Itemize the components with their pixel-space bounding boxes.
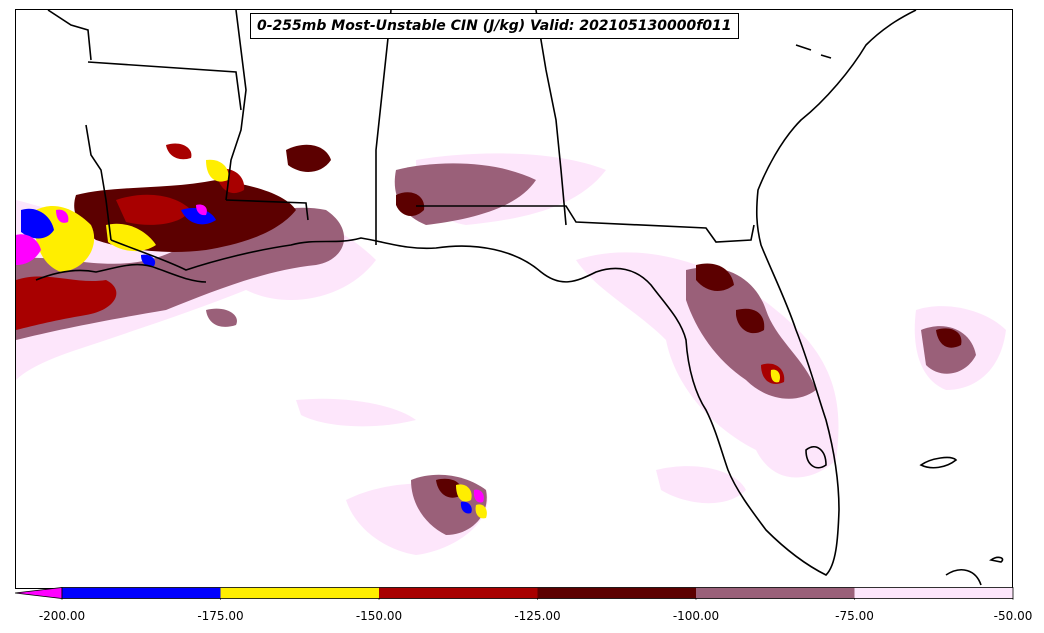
colorbar-segment	[854, 587, 1013, 599]
colorbar-tick-label: -200.00	[38, 609, 86, 623]
colorbar-segment	[537, 587, 696, 599]
colorbar	[15, 587, 1014, 600]
colorbar-extend-min	[15, 587, 63, 599]
colorbar-segment	[62, 587, 221, 599]
colorbar-segment	[220, 587, 379, 599]
map-panel	[15, 9, 1013, 589]
colorbar-tick-label: -50.00	[993, 609, 1033, 623]
cin-map	[16, 10, 1006, 586]
colorbar-segment	[379, 587, 538, 599]
map-title: 0-255mb Most-Unstable CIN (J/kg) Valid: …	[250, 13, 739, 39]
cin-field-blue	[21, 208, 472, 514]
cin-field-red	[16, 143, 785, 385]
colorbar-segment	[696, 587, 855, 599]
colorbar-tick-label: -125.00	[514, 609, 561, 623]
colorbar-tick-label: -100.00	[672, 609, 720, 623]
colorbar-tick-label: -150.00	[355, 609, 403, 623]
colorbar-tick-label: -175.00	[197, 609, 244, 623]
cin-field-magenta	[16, 204, 484, 503]
state-boundaries	[35, 10, 1004, 586]
colorbar-tick-label: -75.00	[835, 609, 874, 623]
